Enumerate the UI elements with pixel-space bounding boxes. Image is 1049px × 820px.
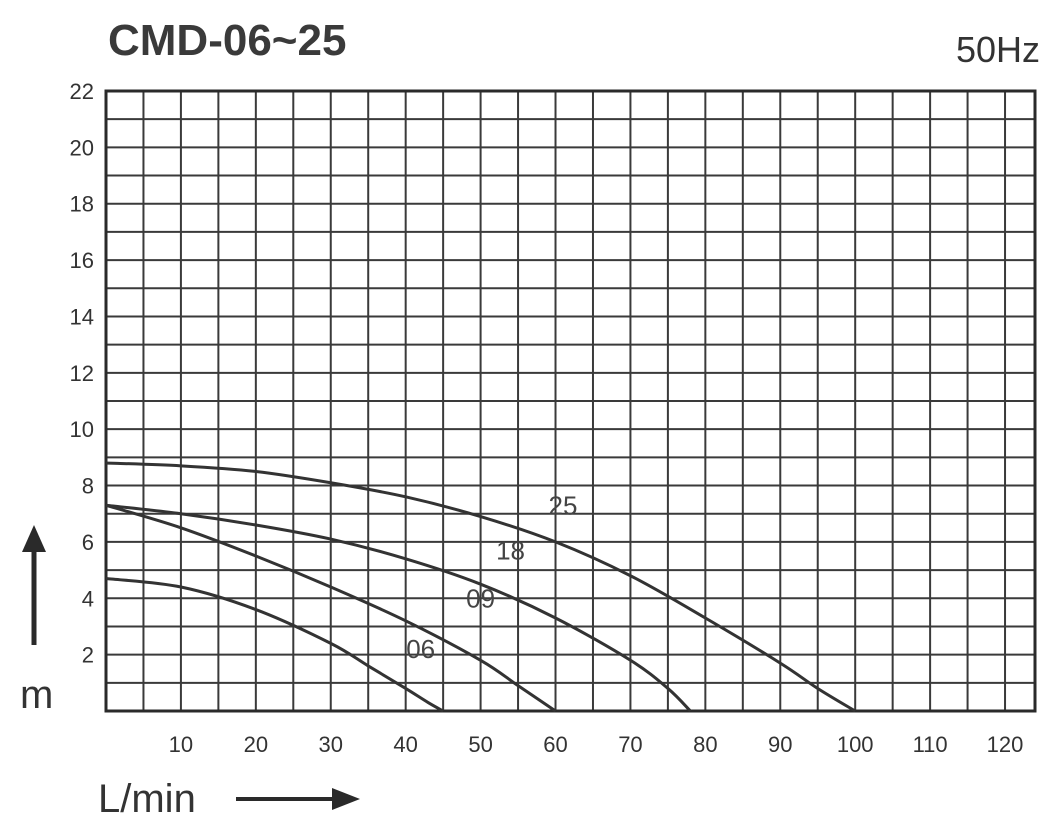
y-axis-label: m: [20, 673, 53, 717]
x-tick-label: 120: [987, 732, 1024, 757]
y-tick-label: 20: [70, 135, 94, 160]
y-tick-label: 22: [70, 79, 94, 104]
curve-label-06: 06: [406, 634, 435, 664]
x-tick-label: 100: [837, 732, 874, 757]
y-axis-ticks: 2 4 6 8 10 12 14 16 18 20 22: [70, 79, 94, 668]
curve-06: [105, 577, 444, 713]
x-tick-label: 40: [393, 732, 417, 757]
chart-grid: [104, 89, 1037, 713]
curves: [105, 461, 856, 713]
curve-18: [105, 503, 692, 713]
x-tick-label: 60: [543, 732, 567, 757]
curve-09: [105, 503, 557, 713]
x-tick-label: 20: [244, 732, 268, 757]
x-axis-arrow-icon: [332, 788, 360, 810]
x-tick-label: 110: [913, 732, 948, 757]
x-tick-label: 80: [693, 732, 717, 757]
x-tick-label: 10: [169, 732, 193, 757]
y-tick-label: 8: [82, 474, 94, 499]
x-axis-ticks: 10 20 30 40 50 60 70 80 90 100 110 120: [169, 732, 1024, 757]
y-tick-label: 18: [70, 192, 94, 217]
x-tick-label: 30: [319, 732, 343, 757]
y-tick-label: 16: [70, 248, 94, 273]
curve-label-09: 09: [466, 583, 495, 613]
frequency-label: 50Hz: [956, 29, 1040, 70]
x-tick-label: 70: [618, 732, 642, 757]
y-tick-label: 6: [82, 530, 94, 555]
chart-title: CMD-06~25: [108, 16, 346, 65]
y-tick-label: 12: [70, 361, 94, 386]
y-tick-label: 2: [82, 643, 94, 668]
curve-label-25: 25: [549, 490, 578, 520]
y-tick-label: 10: [70, 417, 94, 442]
x-axis-label: L/min: [98, 777, 196, 820]
y-axis-arrow-icon: [22, 525, 46, 552]
x-tick-label: 50: [468, 732, 492, 757]
plot-frame: [104, 89, 1037, 713]
curve-25: [105, 461, 856, 713]
y-tick-label: 14: [70, 304, 94, 329]
x-tick-label: 90: [768, 732, 792, 757]
y-tick-label: 4: [82, 586, 94, 611]
curve-label-18: 18: [496, 535, 525, 565]
